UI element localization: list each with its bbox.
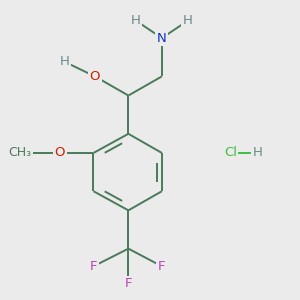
Text: O: O [90, 70, 100, 83]
Text: H: H [253, 146, 263, 159]
Text: H: H [131, 14, 141, 27]
Text: CH₃: CH₃ [8, 146, 31, 159]
Text: F: F [158, 260, 166, 273]
Text: Cl: Cl [224, 146, 237, 159]
Text: F: F [90, 260, 97, 273]
Text: N: N [157, 32, 167, 45]
Text: H: H [59, 55, 69, 68]
Text: O: O [55, 146, 65, 159]
Text: F: F [124, 278, 132, 290]
Text: H: H [183, 14, 193, 27]
